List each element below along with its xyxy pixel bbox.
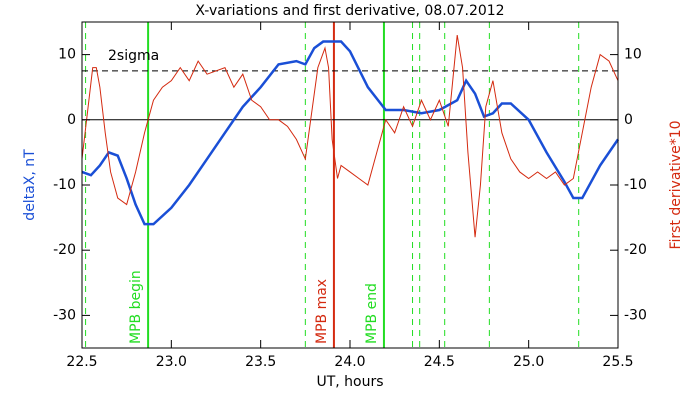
- x-tick-label: 23.5: [245, 354, 276, 370]
- y2-axis-label: First derivative*10: [668, 120, 684, 249]
- reference-label: 2sigma: [108, 48, 159, 64]
- x-tick-label: 24.5: [424, 354, 455, 370]
- y-tick-label: -30: [53, 307, 76, 323]
- marker-label: MPB max: [314, 279, 330, 344]
- x-tick-label: 22.5: [66, 354, 97, 370]
- series-line: [81, 40, 620, 226]
- y2-tick-label: -30: [624, 307, 647, 323]
- y2-tick-label: -10: [624, 177, 647, 193]
- y2-tick-label: 10: [624, 47, 642, 63]
- x-axis-label: UT, hours: [316, 374, 383, 390]
- y2-tick-label: 0: [624, 112, 633, 128]
- marker-label: MPB begin: [128, 270, 144, 344]
- x-tick-label: 23.0: [156, 354, 187, 370]
- chart-title: X-variations and first derivative, 08.07…: [195, 3, 504, 19]
- x-tick-label: 25.5: [602, 354, 633, 370]
- x-tick-label: 24.0: [334, 354, 365, 370]
- y-tick-label: 10: [58, 47, 76, 63]
- y2-tick-label: -20: [624, 242, 647, 258]
- y-tick-label: 0: [67, 112, 76, 128]
- y-axis-label: deltaX, nT: [22, 149, 38, 221]
- x-tick-label: 25.0: [513, 354, 544, 370]
- y-tick-label: -20: [53, 242, 76, 258]
- y-tick-label: -10: [53, 177, 76, 193]
- series-line: [81, 34, 619, 238]
- marker-label: MPB end: [364, 283, 380, 344]
